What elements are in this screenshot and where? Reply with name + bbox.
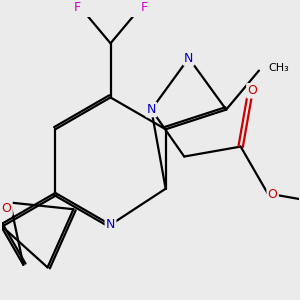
Text: CH₃: CH₃ [268, 63, 289, 73]
Text: N: N [184, 52, 194, 64]
Text: F: F [73, 1, 80, 14]
Text: F: F [140, 1, 148, 14]
Text: O: O [268, 188, 278, 201]
Text: O: O [2, 202, 11, 215]
Text: N: N [147, 103, 156, 116]
Text: O: O [248, 84, 257, 97]
Text: N: N [106, 218, 115, 231]
